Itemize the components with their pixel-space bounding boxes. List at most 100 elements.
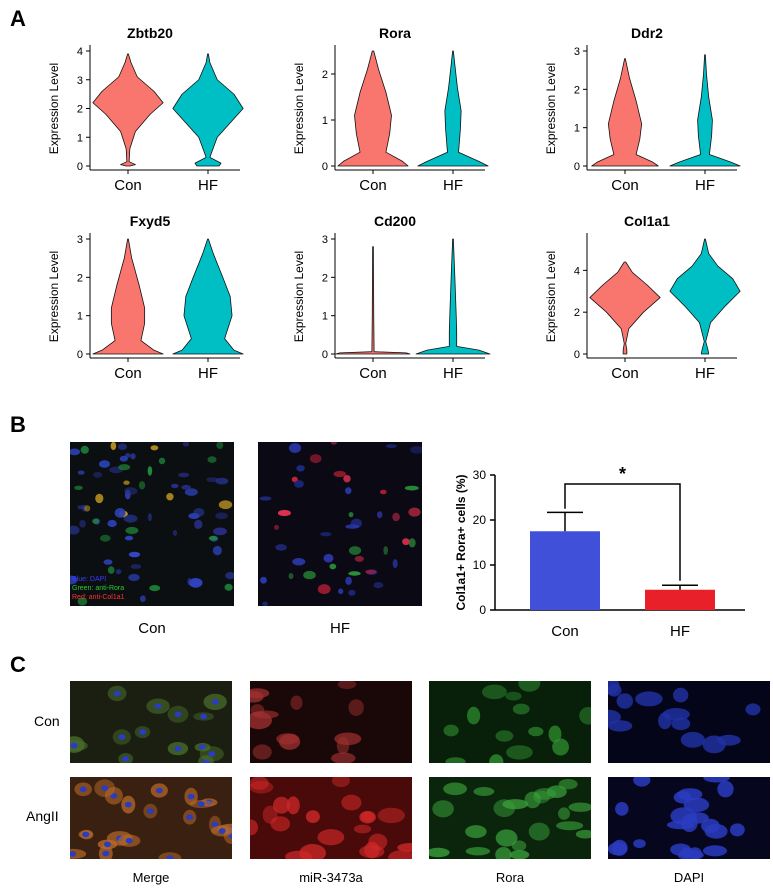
micrograph-con-cells — [70, 442, 234, 606]
cell-mark — [404, 485, 419, 491]
bar-ytick: 30 — [473, 468, 487, 482]
violin-ytick: 1 — [322, 311, 328, 323]
micrograph-con: Blue: DAPI Green: anti-Rora Red: anti-Co… — [70, 442, 234, 606]
cell-mark — [77, 505, 85, 510]
violin-hf — [417, 50, 489, 167]
micrograph-hf — [258, 442, 422, 606]
cell-mark — [292, 558, 306, 566]
violin-ytick: 4 — [574, 265, 580, 277]
cell-mark — [79, 519, 86, 528]
cell-mark — [187, 578, 192, 586]
caption-hf: HF — [330, 620, 350, 637]
cell-mark — [123, 514, 138, 523]
cell-mark — [212, 545, 222, 556]
violin-con — [589, 261, 661, 355]
legend-col1a1: Red: anti-Col1a1 — [72, 594, 125, 601]
cell-mark — [149, 585, 161, 592]
violin-xtick-hf: HF — [198, 365, 218, 382]
cell-mark — [158, 457, 166, 465]
cell-mark — [345, 487, 352, 495]
cell-mark — [130, 453, 136, 460]
cell-mark — [288, 573, 294, 580]
violin-plot-ddr2: Ddr2 Expression Level 0 1 2 3 Con HF — [544, 25, 741, 194]
cell-mark — [345, 524, 360, 529]
bar-ytick: 10 — [473, 558, 487, 572]
violin-xtick-hf: HF — [443, 177, 463, 194]
violin-plot-grid: Zbtb20 Expression Level 0 1 2 3 4 Con HF Rora Expr… — [47, 25, 741, 382]
violin-title: Ddr2 — [631, 25, 663, 41]
violin-ytick: 1 — [322, 115, 328, 127]
cell-mark — [123, 480, 130, 485]
cell-mark — [274, 524, 279, 530]
panel-label-b: B — [10, 412, 26, 437]
violin-ytick: 3 — [322, 234, 328, 246]
image-con-dapi — [608, 681, 770, 763]
cell-mark — [181, 484, 191, 490]
violin-ylabel: Expression Level — [292, 63, 306, 154]
cell-mark — [70, 448, 81, 456]
cell-mark — [348, 512, 354, 518]
cell-mark — [193, 508, 205, 517]
cell-mark — [140, 595, 146, 602]
violin-plot-rora: Rora Expression Level 0 1 2 Con HF — [292, 25, 489, 194]
violin-ytick: 2 — [77, 272, 83, 284]
cell-mark — [215, 512, 228, 520]
cell-mark — [288, 443, 302, 453]
violin-ytick: 0 — [574, 349, 580, 361]
panel-label-a: A — [10, 6, 26, 31]
cell-mark — [95, 493, 104, 504]
violin-xtick-hf: HF — [443, 365, 463, 382]
cell-mark — [383, 546, 388, 555]
cell-mark — [275, 544, 287, 551]
violin-xtick-con: Con — [611, 365, 639, 382]
cell-mark — [323, 553, 334, 563]
violin-hf — [172, 53, 244, 167]
violin-plot-zbtb20: Zbtb20 Expression Level 0 1 2 3 4 Con HF — [47, 25, 244, 194]
violin-ytick: 0 — [322, 161, 328, 173]
cell-mark — [182, 442, 190, 447]
cell-mark — [392, 512, 400, 522]
cell-mark — [74, 485, 83, 490]
violin-ytick: 3 — [77, 75, 83, 87]
cell-mark — [172, 529, 178, 536]
cell-mark — [178, 472, 190, 478]
violin-ytick: 3 — [77, 234, 83, 246]
cell-mark — [124, 487, 138, 495]
cell-mark — [103, 559, 113, 565]
cell-mark — [147, 466, 153, 476]
cell-mark — [70, 575, 78, 585]
image-angii-rora — [429, 777, 591, 859]
cell-mark — [77, 470, 85, 475]
cell-mark — [216, 442, 224, 449]
cell-mark — [294, 480, 304, 488]
significance-bracket — [564, 483, 681, 581]
violin-ylabel: Expression Level — [292, 251, 306, 342]
image-con-mir-3473a — [250, 681, 412, 763]
violin-title: Cd200 — [374, 213, 416, 229]
cell-mark — [107, 519, 117, 528]
cell-mark — [333, 470, 346, 478]
cell-mark — [309, 454, 322, 464]
cell-mark — [118, 464, 131, 471]
cell-mark — [138, 481, 146, 490]
violin-ytick: 2 — [574, 307, 580, 319]
violin-hf — [415, 238, 491, 355]
violin-xtick-hf: HF — [198, 177, 218, 194]
violin-xtick-con: Con — [114, 365, 142, 382]
cell-mark — [317, 584, 331, 595]
cell-mark — [408, 538, 416, 548]
violin-hf — [669, 238, 741, 355]
cell-mark — [128, 551, 141, 558]
bar-ytick: 0 — [479, 603, 486, 617]
violin-con — [92, 238, 164, 355]
col-label-rora: Rora — [495, 870, 525, 885]
violin-xtick-con: Con — [611, 177, 639, 194]
cell-mark — [70, 525, 80, 535]
violin-ytick: 0 — [77, 161, 83, 173]
cell-mark — [150, 445, 159, 451]
significance-star: * — [619, 464, 626, 484]
bar-ytick: 20 — [473, 513, 487, 527]
legend-dapi: Blue: DAPI — [72, 576, 107, 583]
violin-ytick: 2 — [77, 104, 83, 116]
violin-ytick: 3 — [574, 46, 580, 58]
